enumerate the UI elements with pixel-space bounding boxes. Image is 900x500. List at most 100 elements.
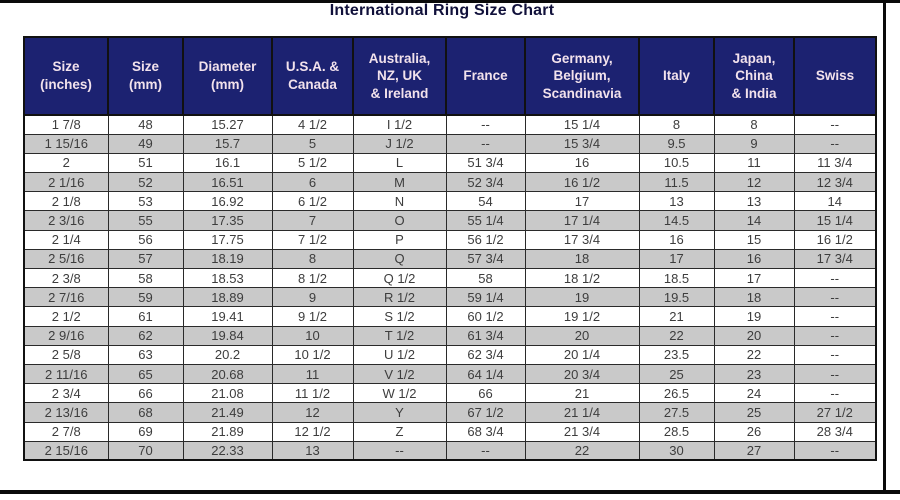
- table-cell: 16.92: [182, 191, 273, 212]
- table-cell: 68: [107, 402, 184, 423]
- table-cell: 22.33: [182, 440, 273, 461]
- table-cell: 25: [638, 363, 715, 385]
- table-cell: 2: [23, 152, 109, 174]
- table-cell: --: [793, 325, 877, 346]
- table-cell: N: [352, 191, 447, 212]
- table-cell: 15.27: [182, 114, 273, 135]
- table-cell: 55: [107, 210, 184, 231]
- table-cell: V 1/2: [352, 363, 447, 385]
- table-cell: O: [352, 210, 447, 231]
- table-cell: 21.49: [182, 402, 273, 423]
- table-cell: 17 3/4: [524, 229, 640, 250]
- table-cell: 12 1/2: [271, 421, 354, 442]
- table-cell: 12 3/4: [793, 172, 877, 193]
- table-cell: 14: [793, 191, 877, 212]
- table-cell: 2 5/8: [23, 344, 109, 365]
- table-cell: 2 13/16: [23, 402, 109, 423]
- table-row: 2 13/16 68 21.49 12 Y 67 1/2 21 1/4 27.5 25 27 1/…: [23, 402, 877, 423]
- table-cell: 20.2: [182, 344, 273, 365]
- table-cell: 52 3/4: [445, 172, 526, 193]
- table-cell: 20.68: [182, 363, 273, 385]
- table-cell: 59 1/4: [445, 287, 526, 308]
- table-cell: 53: [107, 191, 184, 212]
- table-cell: 2 7/8: [23, 421, 109, 442]
- table-cell: 65: [107, 363, 184, 385]
- table-cell: 11.5: [638, 172, 715, 193]
- table-cell: Z: [352, 421, 447, 442]
- table-cell: 6 1/2: [271, 191, 354, 212]
- table-row: 2 1/8 53 16.92 6 1/2 N 54 17 13 13 14: [23, 191, 877, 212]
- table-cell: 10: [271, 325, 354, 346]
- table-cell: 20: [713, 325, 795, 346]
- table-cell: --: [445, 114, 526, 135]
- table-cell: 27.5: [638, 402, 715, 423]
- table-cell: 16: [713, 248, 795, 270]
- table-cell: 15: [713, 229, 795, 250]
- table-cell: 49: [107, 133, 184, 154]
- table-cell: 19: [713, 306, 795, 327]
- table-cell: 22: [638, 325, 715, 346]
- table-cell: 16.1: [182, 152, 273, 174]
- table-cell: 28.5: [638, 421, 715, 442]
- table-row: 2 1/16 52 16.51 6 M 52 3/4 16 1/2 11.5 12 12 3/4: [23, 172, 877, 193]
- table-cell: 21: [638, 306, 715, 327]
- table-cell: 23.5: [638, 344, 715, 365]
- table-cell: 19: [524, 287, 640, 308]
- table-cell: 51 3/4: [445, 152, 526, 174]
- table-cell: 67 1/2: [445, 402, 526, 423]
- table-cell: --: [445, 133, 526, 154]
- table-row: 2 11/16 65 20.68 11 V 1/2 64 1/4 20 3/4 25 23 --: [23, 363, 877, 385]
- table-cell: 64 1/4: [445, 363, 526, 385]
- column-header: France: [445, 37, 526, 116]
- table-cell: --: [793, 287, 877, 308]
- table-cell: 9: [271, 287, 354, 308]
- table-cell: P: [352, 229, 447, 250]
- table-cell: 54: [445, 191, 526, 212]
- frame-top-border: [0, 0, 900, 3]
- table-cell: 8 1/2: [271, 267, 354, 289]
- table-cell: 57 3/4: [445, 248, 526, 270]
- table-cell: 21: [524, 383, 640, 404]
- table-cell: 28 3/4: [793, 421, 877, 442]
- table-cell: 27 1/2: [793, 402, 877, 423]
- table-row: 2 1/4 56 17.75 7 1/2 P 56 1/2 17 3/4 16 15 16 1/2: [23, 229, 877, 250]
- table-row: 2 3/8 58 18.53 8 1/2 Q 1/2 58 18 1/2 18.5 17 --: [23, 267, 877, 289]
- table-cell: 21.08: [182, 383, 273, 404]
- table-cell: 14: [713, 210, 795, 231]
- table-cell: 2 7/16: [23, 287, 109, 308]
- table-cell: 11: [271, 363, 354, 385]
- column-header: Japan, China & India: [713, 37, 795, 116]
- table-cell: 58: [107, 267, 184, 289]
- table-cell: 10 1/2: [271, 344, 354, 365]
- table-cell: 18 1/2: [524, 267, 640, 289]
- table-cell: 22: [713, 344, 795, 365]
- table-cell: 17 3/4: [793, 248, 877, 270]
- table-cell: 25: [713, 402, 795, 423]
- table-cell: 23: [713, 363, 795, 385]
- table-cell: --: [352, 440, 447, 461]
- table-cell: Q: [352, 248, 447, 270]
- table-cell: 15 1/4: [524, 114, 640, 135]
- column-header: Size (inches): [23, 37, 109, 116]
- table-cell: 8: [638, 114, 715, 135]
- table-cell: 18.19: [182, 248, 273, 270]
- table-cell: --: [445, 440, 526, 461]
- column-header: U.S.A. & Canada: [271, 37, 354, 116]
- table-cell: 18: [713, 287, 795, 308]
- table-cell: 22: [524, 440, 640, 461]
- table-cell: --: [793, 363, 877, 385]
- table-cell: S 1/2: [352, 306, 447, 327]
- table-cell: 11 1/2: [271, 383, 354, 404]
- frame-right-border: [883, 0, 886, 494]
- table-cell: 56: [107, 229, 184, 250]
- table-cell: 6: [271, 172, 354, 193]
- table-cell: 27: [713, 440, 795, 461]
- table-cell: 4 1/2: [271, 114, 354, 135]
- table-cell: 2 3/8: [23, 267, 109, 289]
- table-cell: 19 1/2: [524, 306, 640, 327]
- table-cell: 7: [271, 210, 354, 231]
- table-cell: 18.5: [638, 267, 715, 289]
- table-cell: 2 3/16: [23, 210, 109, 231]
- table-cell: 8: [713, 114, 795, 135]
- table-cell: 55 1/4: [445, 210, 526, 231]
